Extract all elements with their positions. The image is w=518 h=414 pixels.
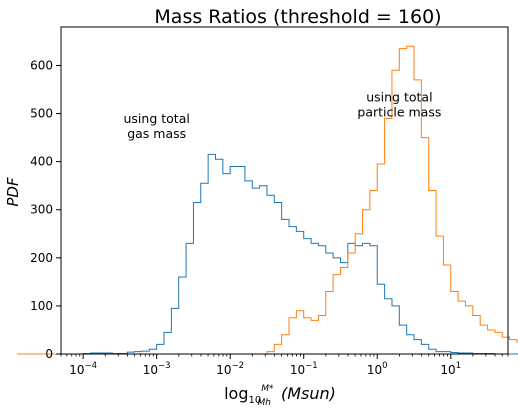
x-tick-label-exp: −2: [232, 361, 245, 371]
y-axis-label: PDF: [4, 177, 22, 207]
x-tick-label-exp: 0: [382, 361, 387, 371]
series-layer: [16, 45, 518, 355]
x-tick-label: 100: [367, 361, 388, 377]
x-tick-label: 10−1: [290, 361, 318, 377]
x-tick-label: 10−3: [143, 361, 171, 377]
x-tick-label: 10−2: [216, 361, 244, 377]
y-tick-label: 600: [30, 58, 53, 72]
y-tick-label: 500: [30, 107, 53, 121]
x-tick-label-base: 10: [69, 363, 84, 377]
y-tick-label: 300: [30, 203, 53, 217]
x-tick-label-exp: −4: [85, 361, 98, 371]
x-axis-label-log: log: [224, 384, 248, 403]
x-axis-label-num: M*: [261, 384, 274, 394]
annotation-1-line-0: using total: [366, 90, 432, 105]
series-line-0: [16, 153, 518, 355]
x-axis-label-unit: (Msun): [281, 384, 336, 403]
x-tick-label-base: 10: [290, 363, 305, 377]
chart-title: Mass Ratios (threshold = 160): [154, 6, 441, 28]
y-tick-label: 400: [30, 155, 53, 169]
axes-frame: [60, 26, 509, 355]
x-axis: 10−4 10−3 10−2 10−1 100 101: [60, 354, 509, 377]
x-axis-label-sub: 10: [249, 395, 262, 406]
series-line-1: [16, 45, 518, 355]
y-tick-label: 200: [30, 251, 53, 265]
annotation-0-line-1: gas mass: [127, 126, 186, 141]
x-tick-label-exp: 1: [456, 361, 461, 371]
x-tick-label-base: 10: [367, 363, 382, 377]
x-tick-label-exp: −3: [158, 361, 171, 371]
x-tick-label: 10−4: [69, 361, 97, 377]
y-axis: 0 100 200 300 400 500 600: [30, 58, 61, 361]
x-axis-label-den: Mh: [258, 398, 272, 408]
x-tick-label-exp: −1: [305, 361, 318, 371]
x-tick-label: 101: [440, 361, 461, 377]
annotation-0-line-0: using total: [124, 111, 190, 126]
annotation-1-line-1: particle mass: [357, 105, 441, 120]
x-axis-label: log10M* Mh (Msun): [224, 384, 336, 408]
x-tick-label-base: 10: [216, 363, 231, 377]
x-tick-label-base: 10: [143, 363, 158, 377]
x-tick-label-base: 10: [440, 363, 455, 377]
y-tick-label: 0: [45, 347, 53, 361]
y-tick-label: 100: [30, 299, 53, 313]
